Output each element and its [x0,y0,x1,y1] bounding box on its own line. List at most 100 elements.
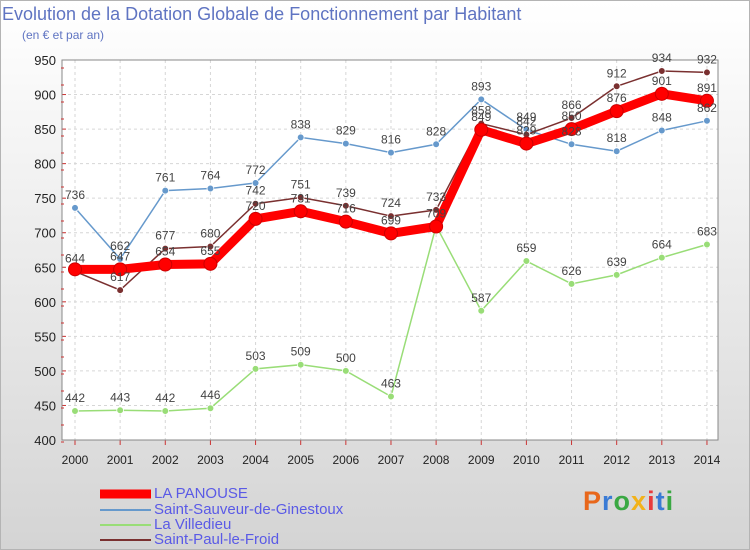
data-point-la-villedieu [703,240,711,249]
data-label-saint-paul-le-froid: 866 [562,98,582,112]
logo-letter: i [665,486,675,516]
data-label-saint-sauveur-de-ginestoux: 662 [110,239,130,253]
logo-letter: r [602,486,614,516]
y-tick-label: 550 [34,329,56,344]
data-point-la-panouse [699,93,714,108]
data-point-la-panouse [564,122,579,137]
data-point-la-panouse [248,211,263,226]
data-point-la-panouse [68,262,82,277]
legend-swatch [100,539,151,541]
y-tick-label: 700 [34,226,56,241]
data-label-saint-paul-le-froid: 617 [110,270,130,284]
data-label-saint-paul-le-froid: 733 [426,190,446,204]
data-label-saint-sauveur-de-ginestoux: 764 [200,169,220,183]
y-tick-label: 450 [34,398,56,413]
data-label-saint-paul-le-froid: 739 [336,186,356,200]
data-label-la-panouse: 647 [110,249,130,263]
data-point-saint-paul-le-froid [161,244,170,253]
data-point-la-panouse [609,104,624,119]
data-point-la-panouse [293,204,308,219]
data-label-la-panouse: 849 [471,110,491,124]
data-label-la-panouse: 654 [155,245,175,259]
data-point-saint-paul-le-froid [342,201,350,210]
data-label-la-panouse: 891 [697,81,717,95]
data-label-la-panouse: 876 [607,91,627,105]
data-label-la-villedieu: 446 [200,388,220,402]
data-point-saint-sauveur-de-ginestoux [342,139,350,148]
data-label-la-panouse: 720 [246,199,266,213]
logo-letter: o [613,486,632,516]
x-tick-label: 2001 [107,453,134,467]
data-point-saint-sauveur-de-ginestoux [703,117,711,125]
data-label-la-villedieu: 659 [516,241,536,255]
data-label-la-panouse: 716 [336,202,356,216]
data-point-saint-paul-le-froid [296,193,305,202]
data-point-la-villedieu [161,407,170,415]
plot-area [62,60,718,440]
data-point-saint-sauveur-de-ginestoux [658,126,666,135]
data-point-saint-paul-le-froid [116,286,124,294]
x-tick-label: 2000 [62,453,89,467]
data-point-saint-sauveur-de-ginestoux [387,148,395,157]
data-label-saint-sauveur-de-ginestoux: 816 [381,133,401,147]
legend-label: Saint-Paul-le-Froid [154,531,280,548]
x-tick-label: 2006 [332,453,359,467]
x-tick-label: 2004 [242,453,269,467]
y-tick-label: 600 [34,295,56,310]
data-label-la-villedieu: 442 [155,391,175,405]
data-label-saint-paul-le-froid: 724 [381,196,401,210]
data-label-la-villedieu: 587 [471,291,491,305]
data-point-saint-sauveur-de-ginestoux [477,95,486,104]
data-label-saint-sauveur-de-ginestoux: 828 [562,124,582,138]
proxiti-logo: Proxiti [583,486,674,517]
data-point-la-villedieu [658,253,666,262]
legend-label: LA PANOUSE [154,485,248,502]
data-label-saint-sauveur-de-ginestoux: 848 [652,110,672,124]
y-tick-label: 850 [34,122,56,137]
data-point-saint-paul-le-froid [703,68,711,77]
data-point-la-villedieu [116,406,124,415]
data-point-saint-paul-le-froid [251,199,260,208]
data-label-la-panouse: 699 [381,213,401,227]
data-label-saint-sauveur-de-ginestoux: 829 [336,124,356,138]
data-point-la-panouse [654,86,669,101]
x-tick-label: 2009 [468,453,495,467]
logo-letter: t [655,486,666,516]
x-tick-label: 2010 [513,453,540,467]
data-point-saint-sauveur-de-ginestoux [432,140,440,149]
data-label-la-panouse: 655 [200,244,220,258]
data-point-la-villedieu [522,257,531,265]
data-label-la-villedieu: 509 [291,345,311,359]
data-point-saint-paul-le-froid [658,67,666,75]
data-label-saint-sauveur-de-ginestoux: 849 [516,110,536,124]
data-label-la-panouse: 901 [652,74,672,88]
x-tick-label: 2014 [694,453,721,467]
data-point-la-panouse [338,214,353,229]
data-point-saint-sauveur-de-ginestoux [71,204,79,212]
x-tick-label: 2002 [152,453,179,467]
data-point-la-villedieu [296,360,305,369]
data-point-la-villedieu [387,392,395,401]
data-label-la-panouse: 709 [426,207,446,221]
data-label-la-panouse: 731 [291,191,311,205]
x-tick-label: 2007 [378,453,405,467]
data-label-saint-paul-le-froid: 932 [697,52,717,66]
x-tick-label: 2005 [287,453,314,467]
data-point-saint-sauveur-de-ginestoux [206,184,215,193]
data-point-la-villedieu [342,367,350,375]
data-label-saint-paul-le-froid: 680 [200,227,220,241]
data-point-la-panouse [519,136,534,151]
data-point-la-villedieu [206,404,215,413]
data-label-saint-paul-le-froid: 858 [471,104,491,118]
y-tick-label: 650 [34,260,56,275]
legend-swatch [100,489,151,499]
data-point-saint-paul-le-froid [387,212,395,220]
data-label-saint-paul-le-froid: 842 [516,115,536,129]
data-label-saint-sauveur-de-ginestoux: 828 [426,124,446,138]
data-label-saint-paul-le-froid: 934 [652,51,672,65]
data-label-la-villedieu: 443 [110,390,130,404]
data-point-saint-sauveur-de-ginestoux [567,140,576,149]
data-label-la-villedieu: 442 [65,391,85,405]
data-label-la-panouse: 850 [562,109,582,123]
y-tick-label: 800 [34,157,56,172]
